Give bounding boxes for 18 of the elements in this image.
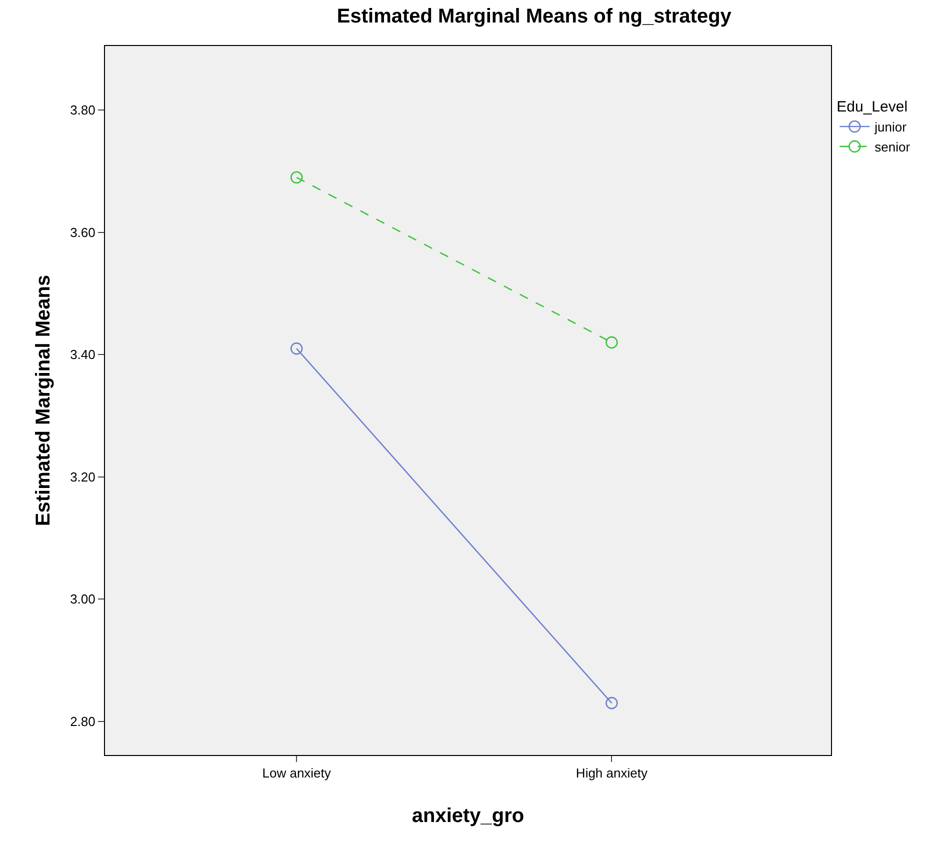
y-tick-label: 3.60 — [70, 224, 96, 240]
x-tick-label: Low anxiety — [262, 766, 332, 781]
legend-title: Edu_Level — [836, 98, 908, 116]
legend-label: junior — [874, 120, 908, 135]
y-tick-label: 3.20 — [70, 469, 96, 484]
point — [606, 336, 618, 349]
x-axis-title: anxiety_gro — [412, 805, 524, 828]
y-axis-title: Estimated Marginal Means — [32, 274, 55, 526]
x-tick-label: High anxiety — [576, 766, 648, 781]
point — [606, 696, 618, 710]
y-tick-label: 2.80 — [70, 714, 96, 729]
chart-title: Estimated Marginal Means of ng_strategy — [336, 5, 732, 28]
y-tick-label: 3.40 — [70, 347, 96, 362]
point — [290, 342, 303, 355]
y-tick-label: 3.00 — [70, 592, 96, 607]
y-tick-label: 3.80 — [70, 102, 96, 118]
point — [290, 171, 303, 184]
legend-label: senior — [874, 140, 911, 155]
